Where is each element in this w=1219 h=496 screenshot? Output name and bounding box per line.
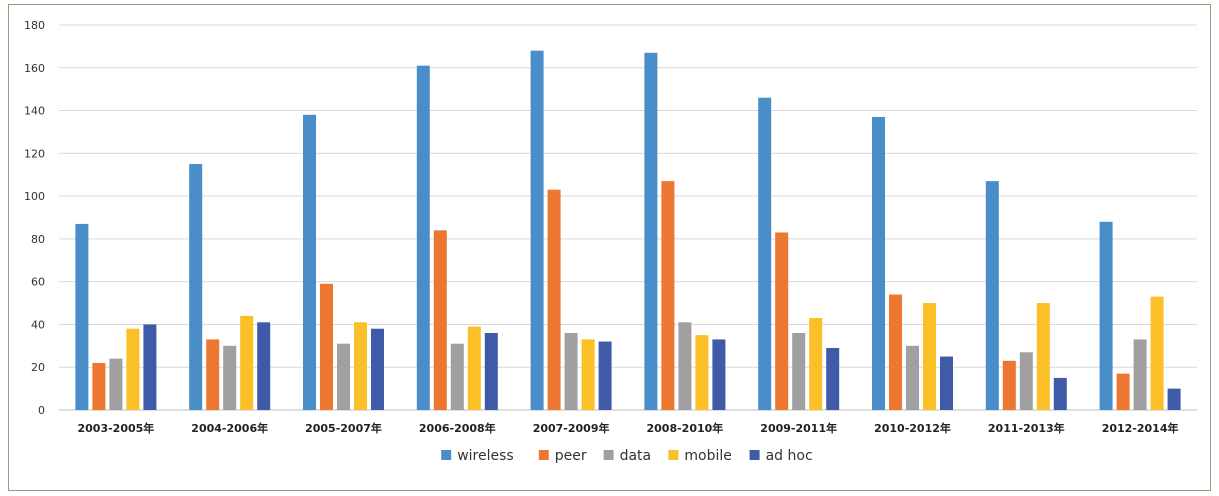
bar-mobile bbox=[354, 322, 367, 410]
x-tick-label: 2008-2010年 bbox=[647, 421, 724, 435]
chart-frame: 0 20 40 60 80 100 120 140 160 180 2003-2005年 2004-… bbox=[8, 4, 1211, 491]
bar-peer bbox=[1116, 373, 1130, 410]
legend-label-wireless: wireless bbox=[457, 448, 514, 464]
bar-wireless bbox=[644, 52, 658, 411]
bar-mobile bbox=[809, 318, 823, 410]
legend: wireless peer data mobile ad hoc bbox=[441, 448, 813, 464]
bar-wireless bbox=[75, 223, 89, 410]
legend-label-ad-hoc: ad hoc bbox=[766, 448, 813, 464]
bar-ad-hoc bbox=[1167, 388, 1181, 410]
bar-wireless bbox=[530, 50, 544, 411]
y-tick-label: 160 bbox=[24, 62, 45, 75]
bar-data bbox=[678, 322, 692, 410]
bar-mobile bbox=[1150, 296, 1164, 410]
legend-swatch-mobile bbox=[668, 450, 679, 460]
legend-label-mobile: mobile bbox=[684, 448, 731, 464]
bar-peer bbox=[206, 339, 220, 410]
bar-ad-hoc bbox=[940, 356, 953, 410]
bar-wireless bbox=[416, 65, 430, 410]
bar-ad-hoc bbox=[257, 322, 271, 410]
y-tick-label: 80 bbox=[31, 233, 45, 246]
y-tick-label: 20 bbox=[31, 361, 45, 374]
y-tick-label: 60 bbox=[31, 276, 45, 289]
x-axis-ticks: 2003-2005年 2004-2006年 2005-2007年 2006-2008年… bbox=[78, 421, 1179, 435]
x-tick-label: 2011-2013年 bbox=[988, 421, 1065, 435]
legend-label-data: data bbox=[620, 448, 652, 464]
bar-data bbox=[223, 345, 237, 410]
x-tick-label: 2004-2006年 bbox=[191, 421, 268, 435]
bar-peer bbox=[1002, 360, 1016, 410]
bar-peer bbox=[433, 230, 447, 410]
bar-wireless bbox=[985, 181, 999, 410]
bar-ad-hoc bbox=[484, 333, 498, 410]
bar-ad-hoc bbox=[371, 328, 384, 410]
y-tick-label: 100 bbox=[24, 190, 45, 203]
bar-wireless bbox=[189, 164, 203, 410]
bar-mobile bbox=[467, 326, 481, 410]
x-tick-label: 2012-2014年 bbox=[1102, 421, 1179, 435]
bar-mobile bbox=[126, 328, 140, 410]
bar-peer bbox=[320, 283, 333, 410]
y-tick-label: 120 bbox=[24, 147, 45, 160]
x-tick-label: 2006-2008年 bbox=[419, 421, 496, 435]
bar-chart: 0 20 40 60 80 100 120 140 160 180 2003-2005年 2004-… bbox=[24, 19, 1197, 464]
bar-wireless bbox=[303, 114, 316, 410]
bar-wireless bbox=[758, 97, 772, 410]
bar-peer bbox=[92, 362, 106, 410]
bars bbox=[75, 50, 1181, 411]
x-tick-label: 2005-2007年 bbox=[305, 421, 382, 435]
bar-ad-hoc bbox=[826, 347, 840, 410]
bar-mobile bbox=[695, 335, 709, 410]
x-tick-label: 2009-2011年 bbox=[760, 421, 837, 435]
bar-data bbox=[792, 333, 806, 410]
y-tick-label: 180 bbox=[24, 19, 45, 32]
x-tick-label: 2010-2012年 bbox=[874, 421, 951, 435]
bar-data bbox=[337, 343, 350, 410]
bar-mobile bbox=[923, 303, 936, 410]
bar-data bbox=[564, 333, 578, 410]
bar-ad-hoc bbox=[712, 339, 726, 410]
bar-peer bbox=[661, 181, 675, 410]
bar-peer bbox=[889, 294, 902, 410]
bar-data bbox=[109, 358, 123, 410]
y-axis-ticks: 0 20 40 60 80 100 120 140 160 180 bbox=[24, 19, 45, 417]
bar-wireless bbox=[872, 116, 885, 410]
x-tick-label: 2007-2009年 bbox=[533, 421, 610, 435]
legend-swatch-data bbox=[603, 450, 614, 460]
bar-wireless bbox=[1099, 221, 1113, 410]
bar-data bbox=[450, 343, 464, 410]
y-tick-label: 140 bbox=[24, 105, 45, 118]
x-tick-label: 2003-2005年 bbox=[78, 421, 155, 435]
legend-swatch-peer bbox=[538, 450, 549, 460]
y-tick-label: 0 bbox=[38, 404, 45, 417]
bar-data bbox=[1019, 352, 1033, 410]
bar-ad-hoc bbox=[598, 341, 612, 410]
bar-data bbox=[1133, 339, 1147, 410]
bar-peer bbox=[775, 232, 789, 410]
bar-peer bbox=[547, 189, 561, 410]
legend-label-peer: peer bbox=[555, 448, 587, 464]
bar-ad-hoc bbox=[143, 324, 157, 410]
y-tick-label: 40 bbox=[31, 318, 45, 331]
bar-ad-hoc bbox=[1053, 377, 1067, 410]
legend-swatch-wireless bbox=[441, 450, 452, 460]
bar-mobile bbox=[1036, 303, 1050, 410]
bar-mobile bbox=[581, 339, 595, 410]
bar-data bbox=[906, 345, 919, 410]
bar-mobile bbox=[240, 315, 254, 410]
legend-swatch-ad-hoc bbox=[749, 450, 760, 460]
